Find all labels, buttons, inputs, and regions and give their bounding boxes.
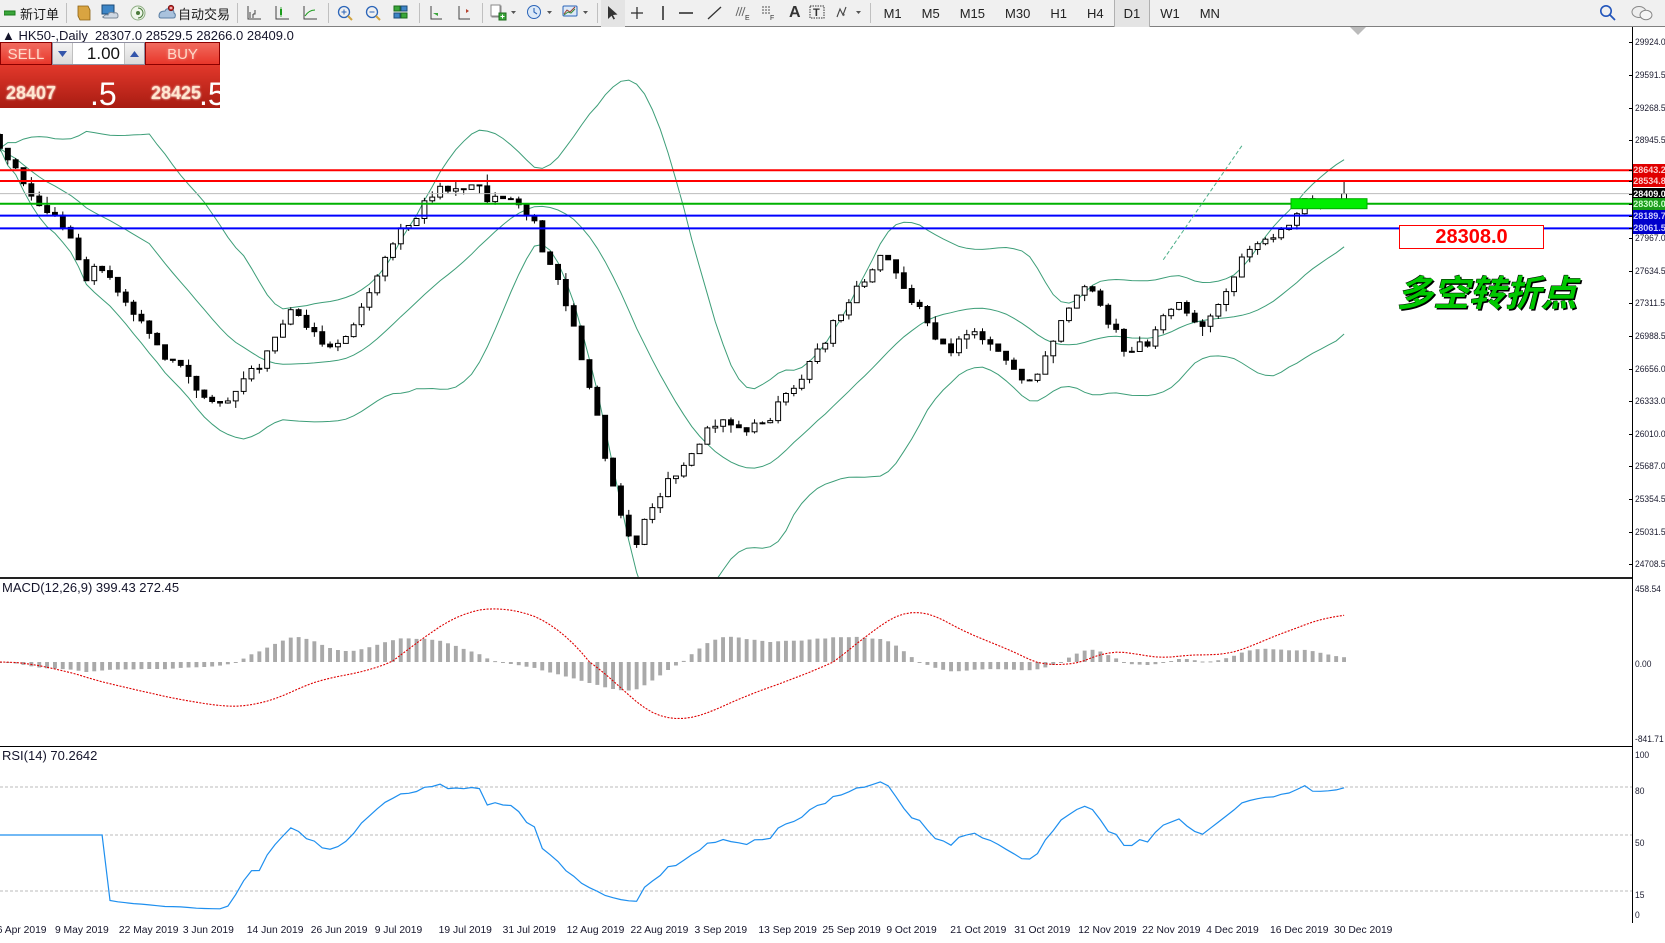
svg-text:T: T: [813, 7, 820, 19]
svg-text:E: E: [745, 15, 750, 22]
svg-text:F: F: [770, 15, 774, 21]
